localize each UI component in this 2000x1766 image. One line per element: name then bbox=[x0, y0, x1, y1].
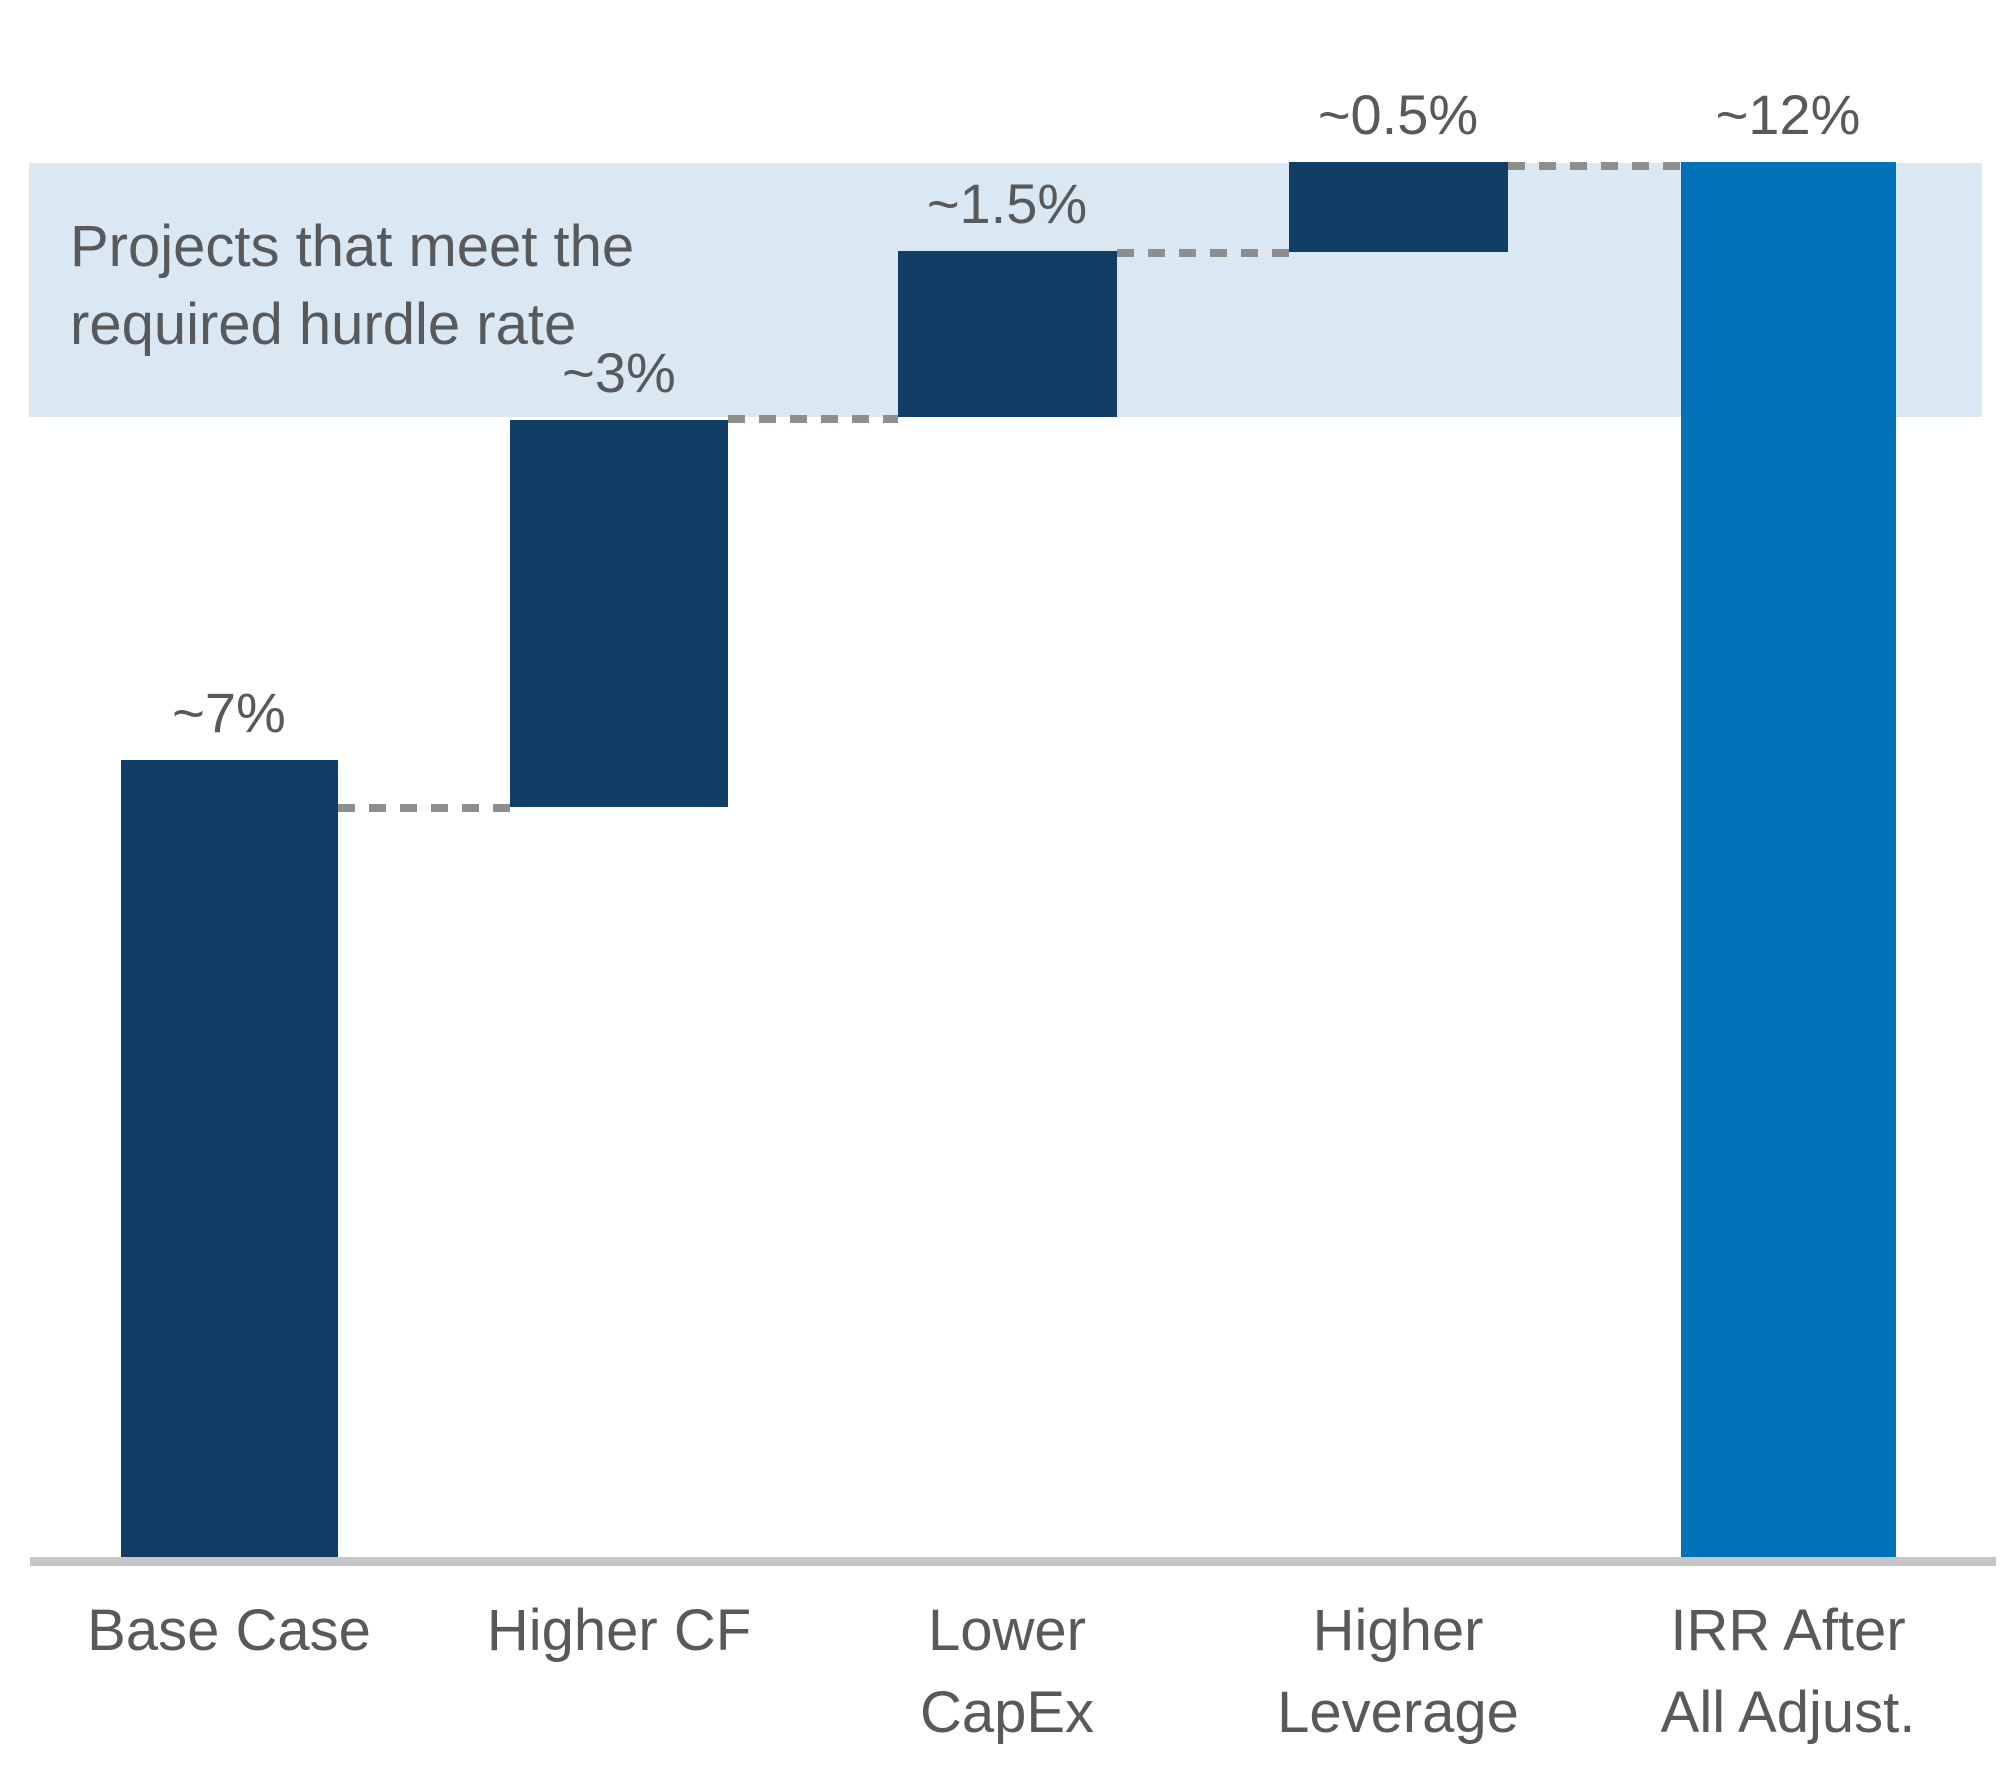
x-axis-baseline bbox=[30, 1557, 1996, 1566]
value-label-higher-leverage: ~0.5% bbox=[1317, 83, 1479, 146]
value-label-higher-cf: ~3% bbox=[562, 341, 676, 404]
category-label-higher-cf: Higher CF bbox=[486, 1598, 752, 1663]
connector-dashed-line bbox=[338, 804, 510, 812]
bar-higher-cf bbox=[510, 420, 728, 807]
category-label-irr-after-all-adjust: IRR After All Adjust. bbox=[1660, 1598, 1916, 1745]
bar-lower-capex bbox=[898, 251, 1117, 417]
category-label-lower-capex: Lower CapEx bbox=[919, 1598, 1095, 1745]
value-label-irr-after-all-adjust: ~12% bbox=[1715, 83, 1861, 146]
bar-irr-after-all-adjust bbox=[1681, 162, 1896, 1557]
bar-higher-leverage bbox=[1289, 162, 1508, 252]
bar-base-case bbox=[121, 760, 338, 1557]
category-label-base-case: Base Case bbox=[87, 1598, 371, 1663]
connector-dashed-line bbox=[1508, 162, 1681, 170]
category-label-higher-leverage: Higher Leverage bbox=[1277, 1598, 1519, 1745]
hurdle-band-annotation: Projects that meet the required hurdle r… bbox=[70, 214, 635, 357]
value-label-lower-capex: ~1.5% bbox=[926, 172, 1088, 235]
value-label-base-case: ~7% bbox=[172, 681, 286, 744]
connector-dashed-line bbox=[1117, 249, 1289, 257]
connector-dashed-line bbox=[728, 415, 898, 423]
